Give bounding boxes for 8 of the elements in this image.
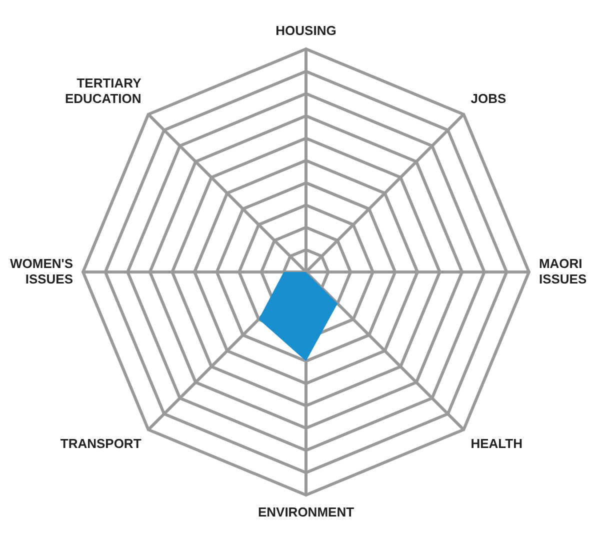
spoke-label: HEALTH xyxy=(470,436,522,452)
spoke-label: WOMEN'S ISSUES xyxy=(10,256,74,286)
spoke-label: TERTIARY EDUCATION xyxy=(64,75,142,106)
spoke-label: TRANSPORT xyxy=(60,436,142,452)
spoke-label: JOBS xyxy=(470,91,506,106)
spoke-label: MAORI ISSUES xyxy=(538,256,587,286)
spoke-label: HOUSING xyxy=(276,22,336,38)
spoke-label: ENVIRONMENT xyxy=(258,504,354,520)
